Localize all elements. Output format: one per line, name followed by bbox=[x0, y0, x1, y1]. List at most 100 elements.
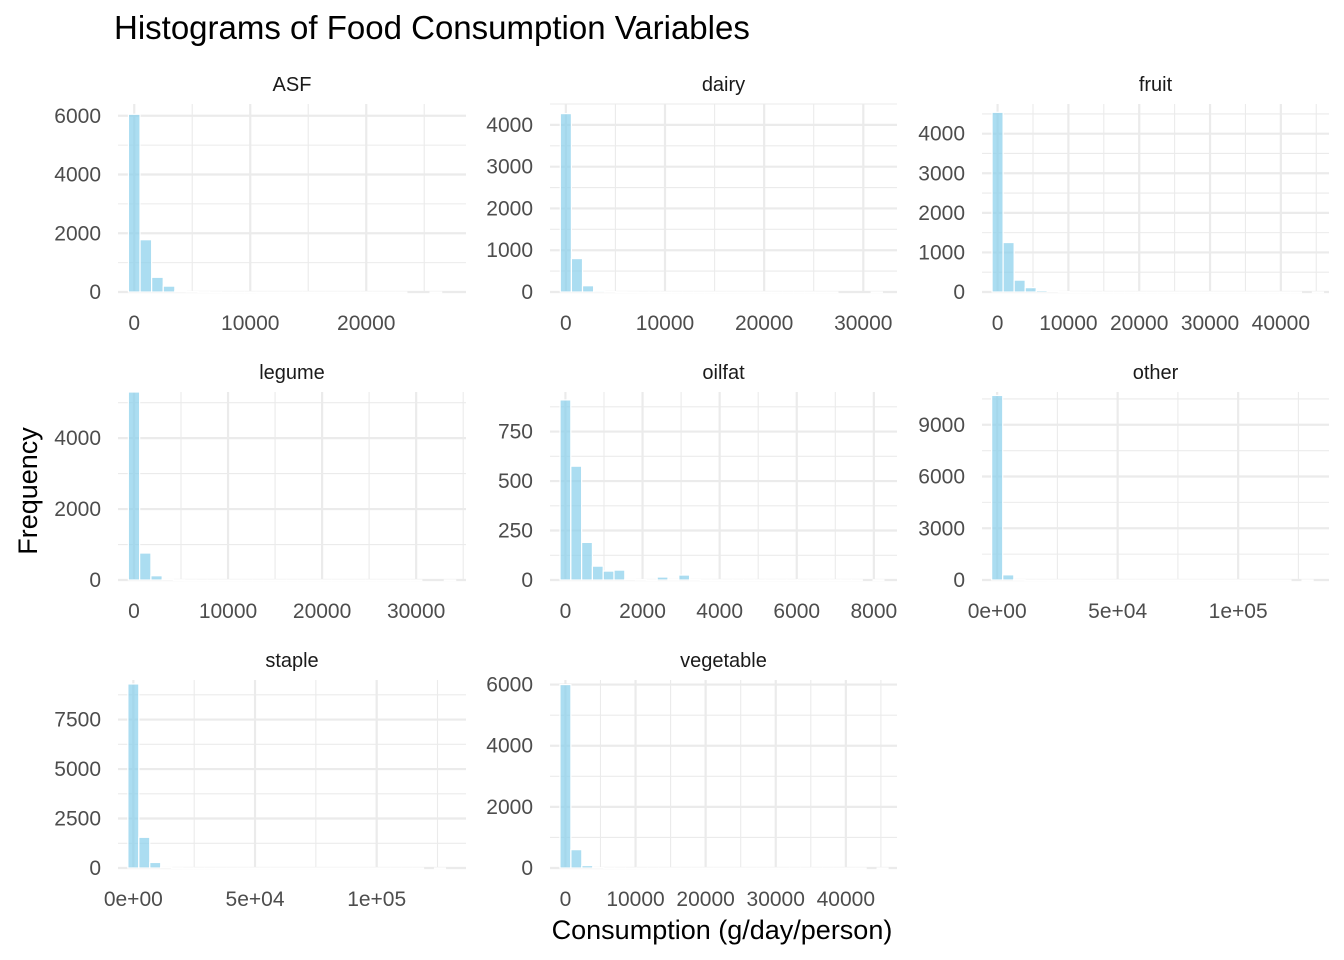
histogram-bar bbox=[1301, 579, 1314, 582]
histogram-bar bbox=[1079, 579, 1093, 582]
panel-label-asf: ASF bbox=[273, 74, 312, 96]
histogram-bar bbox=[670, 291, 684, 294]
histogram-bar bbox=[1013, 279, 1026, 293]
histogram-bar bbox=[225, 867, 238, 870]
histogram-bar bbox=[185, 290, 199, 293]
histogram-bar bbox=[313, 867, 326, 870]
y-tick-label: 0 bbox=[953, 281, 965, 304]
histogram-bar bbox=[1035, 289, 1048, 293]
histogram-bar bbox=[815, 291, 828, 294]
histogram-bar bbox=[810, 867, 824, 870]
histogram-bar bbox=[570, 257, 584, 293]
histogram-bar bbox=[581, 864, 594, 869]
histogram-bar bbox=[171, 867, 184, 870]
histogram-bar bbox=[127, 683, 140, 869]
histogram-bar bbox=[368, 867, 381, 870]
panel-fruit: fruit 0 10000 20000 30000 40000 0 1000 2000 3000 4… bbox=[918, 74, 1329, 335]
x-tick-label: 1e+05 bbox=[347, 888, 406, 911]
x-tick-label: 0 bbox=[992, 312, 1004, 335]
y-tick-label: 6000 bbox=[54, 105, 101, 128]
histogram-bar bbox=[872, 579, 885, 582]
histogram-bar bbox=[206, 579, 220, 582]
panel-label-oilfat: oilfat bbox=[702, 362, 745, 384]
x-tick-label: 30000 bbox=[1181, 312, 1239, 335]
histogram-bar bbox=[726, 291, 739, 294]
histogram-bar bbox=[854, 867, 867, 870]
x-tick-label: 0e+00 bbox=[968, 600, 1027, 623]
histogram-bar bbox=[1234, 291, 1247, 294]
histogram-bar bbox=[342, 579, 355, 582]
histogram-bar bbox=[1124, 291, 1137, 294]
x-tick-label: 10000 bbox=[221, 312, 279, 335]
histogram-bar bbox=[324, 867, 337, 870]
histogram-bar bbox=[829, 579, 842, 582]
histogram-bar bbox=[325, 291, 338, 294]
histogram-bar bbox=[1190, 579, 1203, 582]
histogram-bar bbox=[1146, 291, 1159, 294]
histogram-bar bbox=[991, 111, 1004, 293]
chart-title: Histograms of Food Consumption Variables bbox=[114, 9, 750, 46]
histogram-bar bbox=[236, 867, 249, 870]
histogram-bar bbox=[637, 291, 650, 294]
panel-asf: ASF 0 10000 20000 0 2000 4000 6000 bbox=[54, 74, 466, 335]
histogram-bar bbox=[232, 291, 246, 294]
histogram-bar bbox=[409, 579, 423, 582]
panel-label-fruit: fruit bbox=[1139, 74, 1173, 96]
y-tick-label: 2000 bbox=[54, 222, 101, 245]
histogram-bar bbox=[263, 579, 276, 582]
histogram-bar bbox=[1135, 291, 1148, 294]
y-axis-title: Frequency bbox=[13, 427, 43, 555]
x-tick-label: 1e+05 bbox=[1209, 600, 1268, 623]
x-tick-label: 10000 bbox=[606, 888, 664, 911]
histogram-bar bbox=[732, 579, 745, 582]
y-tick-label: 0 bbox=[89, 857, 101, 880]
histogram-bar bbox=[1179, 291, 1192, 294]
histogram-bar bbox=[1212, 579, 1226, 582]
panel-label-legume: legume bbox=[259, 362, 325, 384]
histogram-bar bbox=[1157, 291, 1170, 294]
histogram-bar bbox=[789, 867, 802, 870]
y-tick-label: 750 bbox=[498, 421, 533, 444]
panel-dairy: dairy 0 10000 20000 30000 0 1000 2000 3000 4000 bbox=[486, 74, 897, 335]
histogram-bar bbox=[301, 291, 315, 294]
histogram-bar bbox=[184, 579, 197, 582]
histogram-bar bbox=[150, 575, 163, 581]
histogram-bar bbox=[127, 113, 141, 293]
x-tick-label: 10000 bbox=[1039, 312, 1097, 335]
histogram-bar bbox=[1267, 291, 1280, 294]
histogram-bar bbox=[850, 579, 863, 582]
histogram-bar bbox=[443, 579, 457, 582]
histogram-bar bbox=[269, 867, 282, 870]
histogram-bar bbox=[255, 291, 269, 294]
histogram-bar bbox=[592, 866, 605, 869]
histogram-bar bbox=[1168, 291, 1181, 294]
x-tick-label: 0 bbox=[560, 312, 572, 335]
histogram-bar bbox=[243, 291, 257, 294]
histogram-bar bbox=[1278, 291, 1291, 294]
x-tick-label: 10000 bbox=[636, 312, 694, 335]
histogram-bar bbox=[701, 867, 714, 870]
histogram-bar bbox=[1201, 291, 1214, 294]
histogram-bar bbox=[603, 867, 616, 870]
histogram-bar bbox=[648, 291, 661, 294]
histogram-bar bbox=[274, 579, 287, 582]
histogram-bar bbox=[704, 291, 717, 294]
x-tick-label: 40000 bbox=[1252, 312, 1310, 335]
histogram-bar bbox=[803, 291, 817, 294]
histogram-bar bbox=[645, 579, 658, 582]
x-tick-label: 5e+04 bbox=[226, 888, 285, 911]
y-tick-label: 2000 bbox=[486, 796, 533, 819]
y-tick-label: 0 bbox=[89, 281, 101, 304]
histogram-bar bbox=[174, 290, 188, 293]
histogram-bar bbox=[203, 867, 217, 870]
histogram-bar bbox=[667, 579, 680, 581]
y-tick-label: 4000 bbox=[54, 164, 101, 187]
x-tick-label: 0 bbox=[560, 600, 572, 623]
histogram-bar bbox=[371, 291, 385, 294]
y-tick-label: 250 bbox=[498, 520, 533, 543]
histogram-bar bbox=[387, 579, 400, 582]
y-tick-label: 3000 bbox=[918, 162, 965, 185]
histogram-bar bbox=[162, 285, 176, 293]
histogram-bar bbox=[1289, 291, 1302, 294]
histogram-bar bbox=[678, 574, 691, 581]
